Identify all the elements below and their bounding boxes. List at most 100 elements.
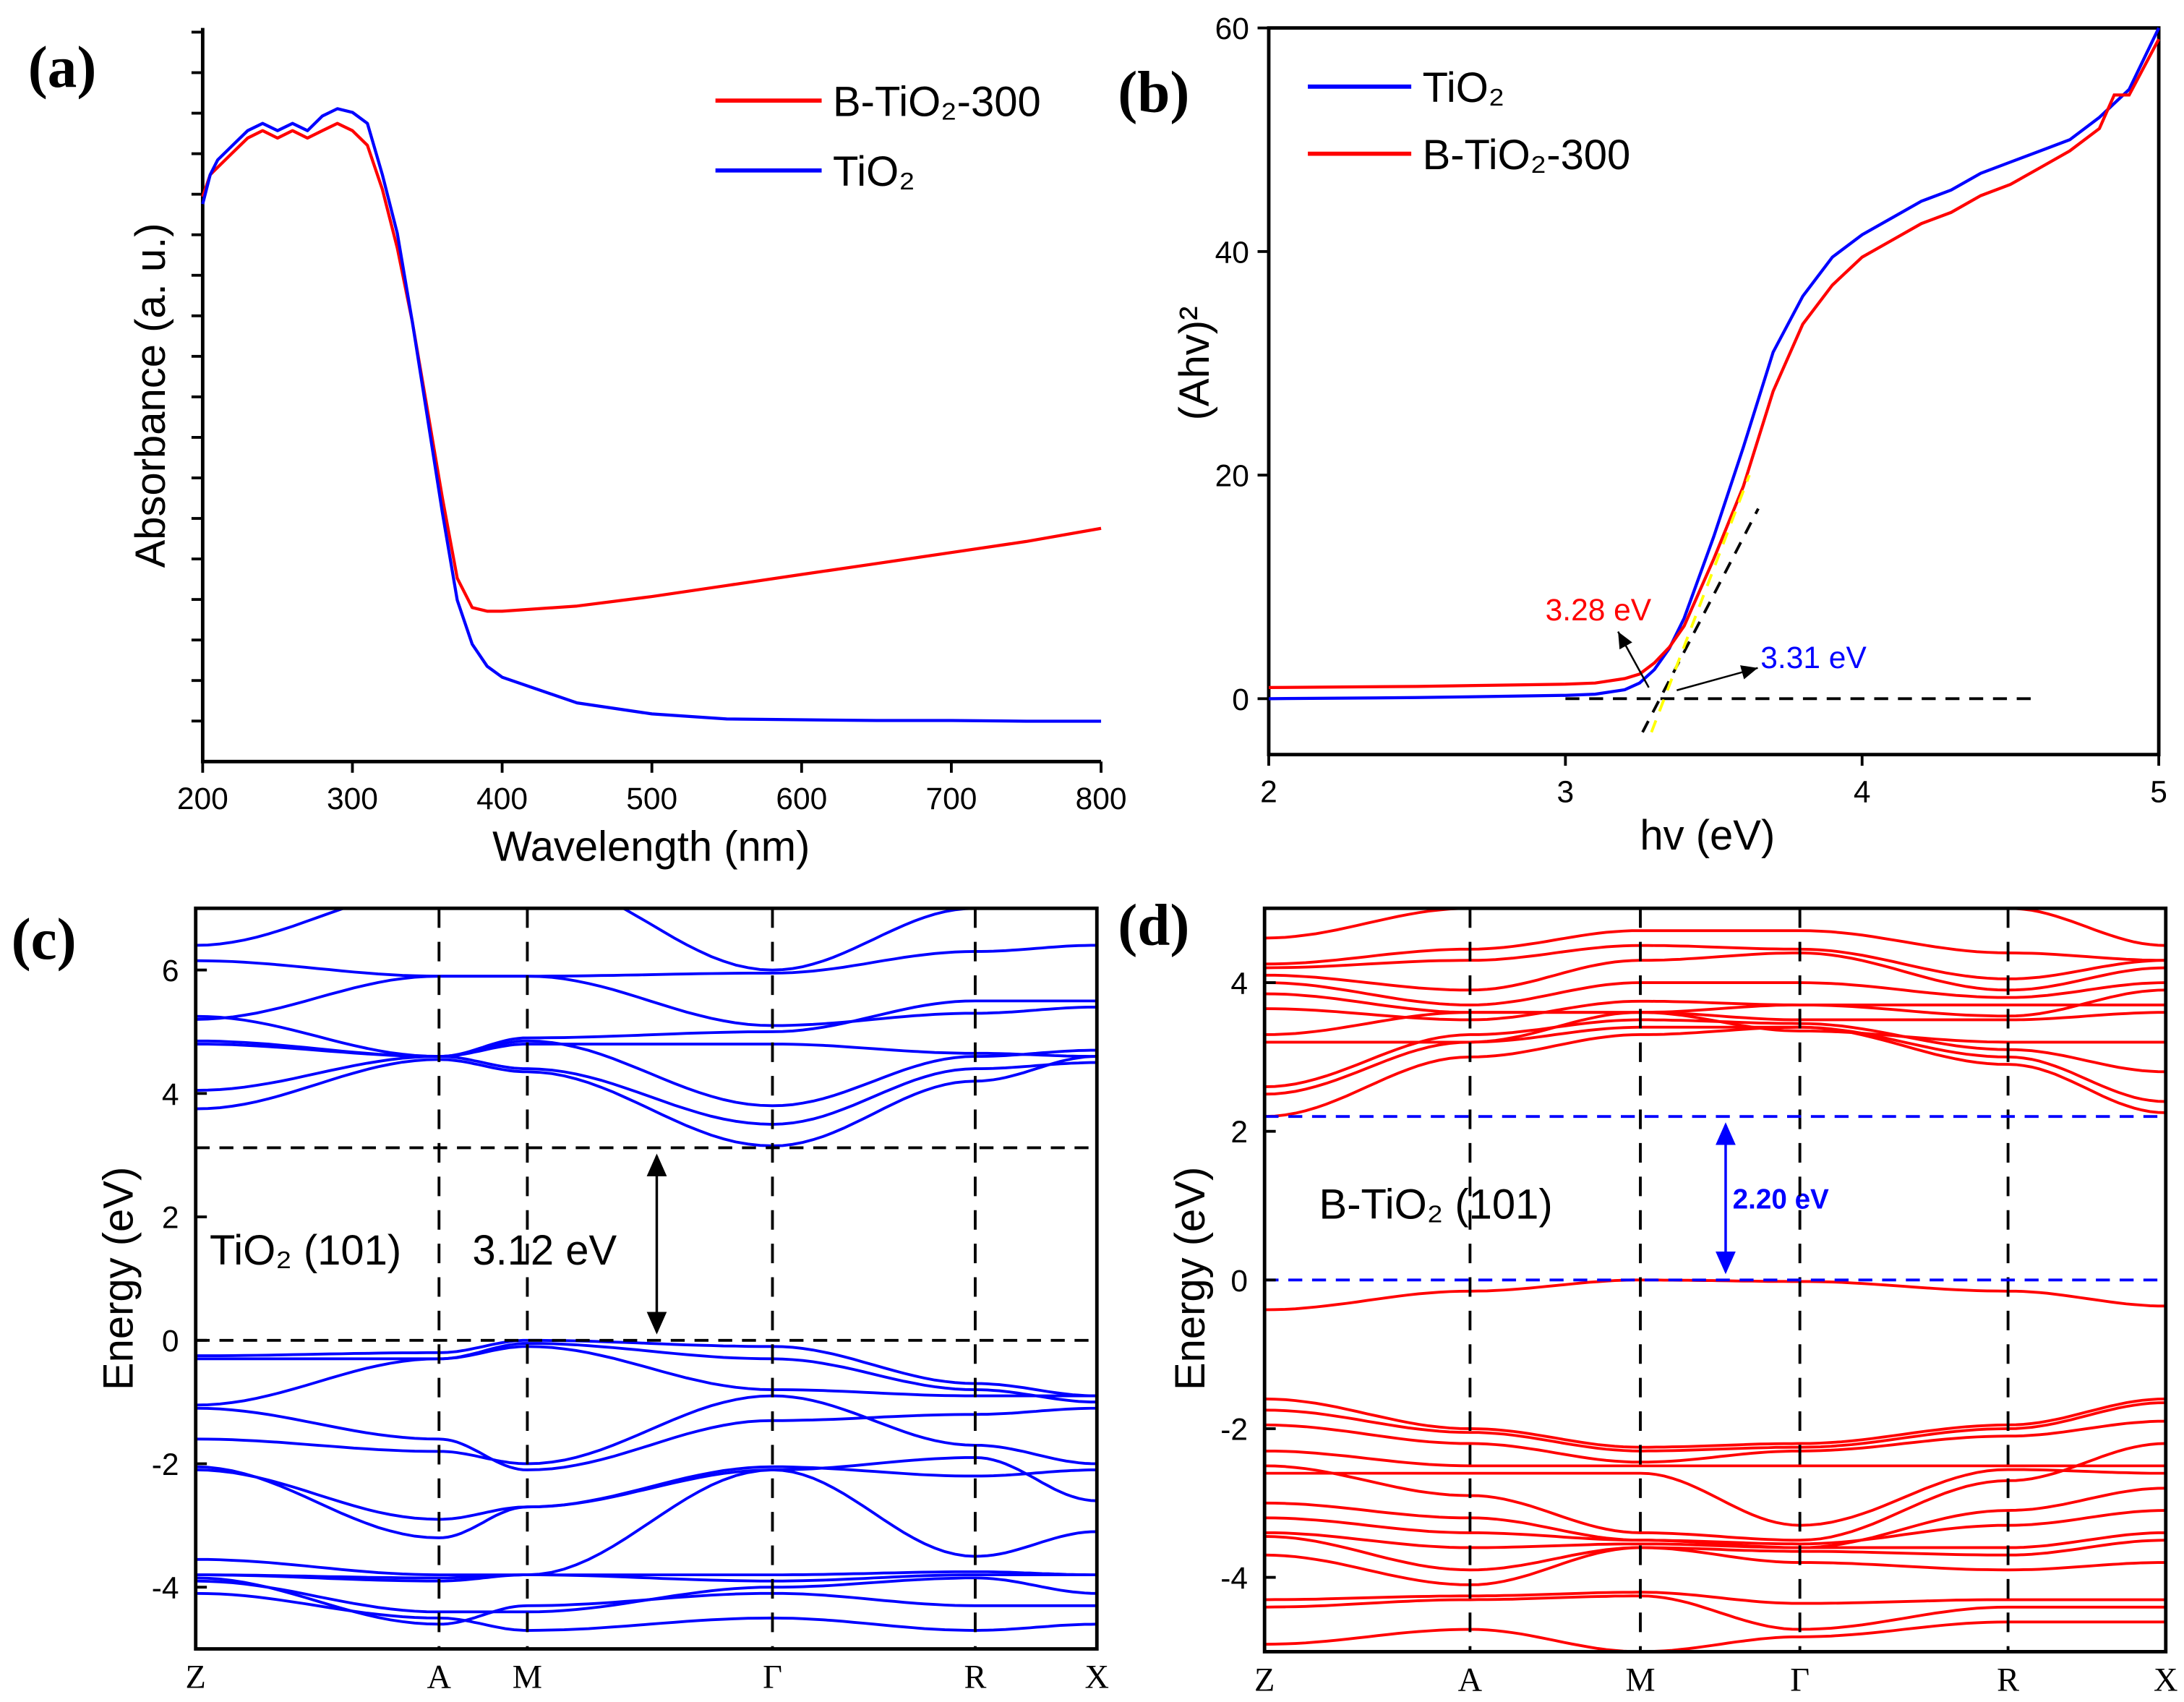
x-tick-label-a: 600 xyxy=(776,782,827,816)
k-point-label-M: M xyxy=(513,1659,542,1696)
band-line xyxy=(1264,929,2166,966)
k-point-label-A: A xyxy=(1458,1662,1483,1699)
band-line xyxy=(195,908,1003,972)
series-line-tio- xyxy=(201,107,1102,723)
series-line-b-tio-300 xyxy=(1268,38,2160,690)
y-axis-title-b: (Ahv)² xyxy=(1172,307,1218,421)
band-line xyxy=(195,1591,1097,1632)
band-line xyxy=(1264,1487,2166,1549)
x-tick-label-a: 800 xyxy=(1076,782,1127,816)
band-line xyxy=(195,1406,1097,1471)
band-line xyxy=(1264,1278,2166,1312)
band-line xyxy=(1264,951,2166,992)
band-line xyxy=(1264,1011,2166,1044)
k-point-label-X: X xyxy=(2154,1662,2178,1699)
band-line xyxy=(1264,1397,2166,1449)
structure-label-d: B-TiO₂ (101) xyxy=(1319,1181,1553,1228)
bands-group-d xyxy=(1264,908,2166,1652)
y-tick-label-c: 2 xyxy=(162,1202,179,1236)
legend-label-tio2: TiO₂ xyxy=(833,149,915,195)
band-line xyxy=(195,1039,1097,1059)
band-line xyxy=(1264,1620,2166,1652)
y-tick-label-c: 4 xyxy=(162,1078,179,1112)
panel-a: (a) Wavelength (nm) Absorbance (a. u.) B… xyxy=(28,27,1127,871)
y-tick-label-b: 0 xyxy=(1232,683,1249,717)
y-tick-label-b: 40 xyxy=(1215,236,1249,270)
panel-label-b: (b) xyxy=(1118,60,1189,125)
band-line xyxy=(1264,988,2166,1018)
band-line xyxy=(1264,1591,2166,1605)
axes-frame-b xyxy=(1267,26,2161,757)
y-tick-label-c: -4 xyxy=(152,1572,179,1606)
panel-label-c: (c) xyxy=(12,907,77,972)
band-line xyxy=(195,1394,1097,1466)
y-tick-label-c: 6 xyxy=(162,954,179,988)
x-tick-label-a: 300 xyxy=(327,782,378,816)
band-line xyxy=(1264,1025,2166,1119)
band-line xyxy=(195,1573,1097,1583)
x-tick-label-a: 400 xyxy=(476,782,528,816)
y-tick-label-d: -4 xyxy=(1220,1562,1248,1596)
k-point-label-R: R xyxy=(1997,1662,2019,1699)
k-point-label-Z: Z xyxy=(186,1659,206,1696)
k-point-label-R: R xyxy=(964,1659,987,1696)
x-tick-label-b: 2 xyxy=(1260,775,1277,809)
panel-b: (b) hv (eV) (Ahv)² TiO₂ B-TiO₂-300 3.28 … xyxy=(1118,12,2167,859)
band-line xyxy=(1264,1546,2166,1586)
y-axis-title-c: Energy (eV) xyxy=(96,1167,142,1390)
k-point-label-Z: Z xyxy=(1254,1662,1275,1699)
series-line-b-tio-300 xyxy=(201,121,1102,613)
x-tick-label-a: 700 xyxy=(925,782,977,816)
band-line xyxy=(1264,1401,2166,1453)
band-line xyxy=(1264,1442,2166,1542)
band-line xyxy=(195,1468,1097,1583)
band-line xyxy=(195,1456,1097,1539)
band-line xyxy=(1264,1509,2166,1546)
k-point-label-Γ: Γ xyxy=(763,1659,782,1696)
y-axis-title-a: Absorbance (a. u.) xyxy=(128,223,174,568)
annotation-3-31-ev: 3.31 eV xyxy=(1760,641,1867,675)
panel-label-a: (a) xyxy=(28,35,97,100)
k-point-label-X: X xyxy=(1085,1659,1110,1696)
x-tick-label-b: 3 xyxy=(1557,775,1575,809)
band-line xyxy=(195,1055,1097,1126)
band-line xyxy=(195,999,1097,1059)
y-tick-label-c: 0 xyxy=(162,1325,179,1359)
panel-c: (c) Energy (eV) TiO₂ (101) 3.12 eV Z A M Γ R… xyxy=(12,906,1110,1696)
band-line xyxy=(1264,1449,2166,1468)
y-tick-label-d: 4 xyxy=(1230,967,1248,1001)
annotation-3-28-ev: 3.28 eV xyxy=(1546,594,1652,628)
band-line xyxy=(195,975,1097,1027)
axes-frame-c xyxy=(194,906,1099,1651)
tangent-line-1 xyxy=(1650,474,1751,733)
band-line xyxy=(195,1576,1097,1626)
band-line xyxy=(1264,1419,2166,1464)
band-line xyxy=(1264,981,2166,1006)
legend-label-b-tio2-300-b: B-TiO₂-300 xyxy=(1423,132,1631,179)
y-tick-label-d: -2 xyxy=(1220,1413,1248,1447)
k-point-label-Γ: Γ xyxy=(1790,1662,1810,1699)
bands-group-c xyxy=(195,908,1097,1632)
band-line xyxy=(195,944,1097,978)
band-line xyxy=(1264,1018,2166,1088)
y-tick-label-d: 0 xyxy=(1230,1265,1248,1299)
x-tick-label-a: 500 xyxy=(626,782,677,816)
legend-label-tio2-b: TiO₂ xyxy=(1423,65,1505,111)
arrow-3-31-ev xyxy=(1676,665,1758,691)
band-line xyxy=(195,1345,1097,1407)
k-point-label-A: A xyxy=(427,1659,452,1696)
band-line xyxy=(195,1342,1097,1403)
axes-frame-a xyxy=(200,27,1102,764)
band-line xyxy=(195,1055,1097,1147)
band-line xyxy=(1264,1025,2166,1103)
band-line xyxy=(1264,1468,2166,1527)
y-tick-label-c: -2 xyxy=(152,1448,179,1482)
x-tick-label-a: 200 xyxy=(177,782,228,816)
x-axis-title-b: hv (eV) xyxy=(1640,813,1775,859)
panel-d: (d) Energy (eV) B-TiO₂ (101) 2.20 eV Z A M… xyxy=(1118,892,2177,1698)
band-line xyxy=(1264,1594,2166,1631)
y-tick-label-d: 2 xyxy=(1230,1116,1248,1150)
series-line-tio- xyxy=(1268,27,2161,701)
x-tick-label-b: 5 xyxy=(2150,775,2167,809)
